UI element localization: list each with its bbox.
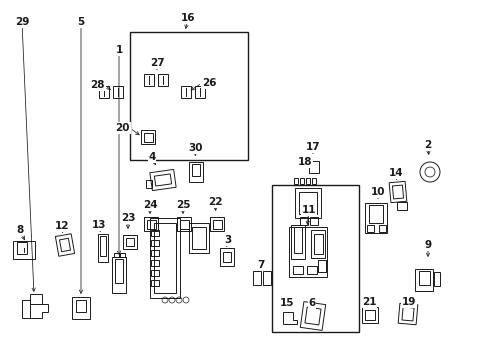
Text: 10: 10 (370, 187, 385, 197)
Text: 9: 9 (424, 240, 431, 250)
Text: 28: 28 (90, 80, 105, 90)
Text: 7: 7 (257, 260, 264, 270)
Text: 16: 16 (181, 13, 195, 23)
Text: 15: 15 (279, 298, 294, 308)
Text: 5: 5 (77, 17, 84, 27)
Text: 18: 18 (297, 157, 312, 167)
Text: 11: 11 (301, 205, 316, 215)
Text: 12: 12 (55, 221, 69, 231)
Text: 29: 29 (15, 17, 29, 27)
Text: 25: 25 (175, 200, 190, 210)
Text: 27: 27 (149, 58, 164, 68)
Text: 4: 4 (148, 152, 155, 162)
Text: 21: 21 (361, 297, 375, 307)
Text: 13: 13 (92, 220, 106, 230)
Text: 22: 22 (207, 197, 222, 207)
Bar (130, 32, 247, 160)
Text: 8: 8 (16, 225, 23, 235)
Text: 20: 20 (115, 123, 130, 133)
Text: 6: 6 (308, 298, 315, 308)
Text: 24: 24 (142, 200, 157, 210)
Text: 30: 30 (188, 143, 203, 153)
Text: 1: 1 (115, 45, 122, 55)
Text: 26: 26 (202, 78, 216, 88)
Text: 2: 2 (424, 140, 431, 150)
Text: 14: 14 (388, 168, 403, 178)
Bar (271, 185, 358, 332)
Text: 17: 17 (305, 142, 320, 152)
Text: 19: 19 (401, 297, 415, 307)
Text: 3: 3 (224, 235, 231, 245)
Text: 23: 23 (121, 213, 135, 223)
